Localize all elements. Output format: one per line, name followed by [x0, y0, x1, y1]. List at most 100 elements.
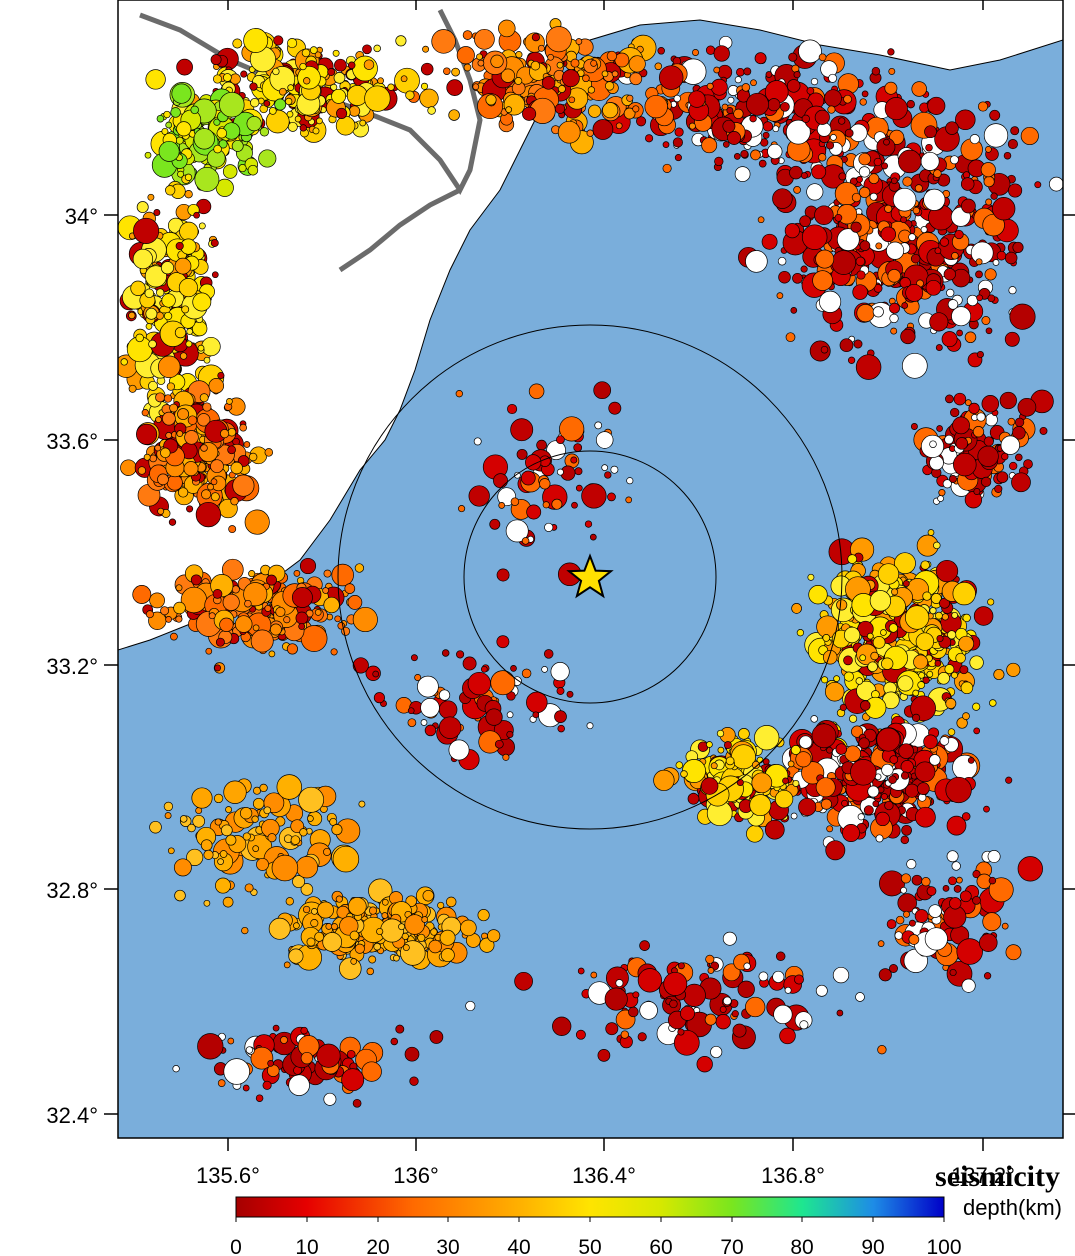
- earthquake-dot: [506, 711, 514, 719]
- earthquake-dot: [1001, 922, 1009, 930]
- earthquake-dot: [147, 193, 155, 201]
- earthquake-dot: [884, 97, 908, 121]
- earthquake-dot: [922, 591, 932, 601]
- earthquake-dot: [184, 173, 193, 181]
- earthquake-dot: [586, 129, 594, 137]
- earthquake-dot: [800, 172, 808, 180]
- earthquake-dot: [344, 583, 356, 594]
- earthquake-dot: [607, 492, 616, 502]
- earthquake-dot: [906, 100, 915, 109]
- earthquake-dot: [222, 896, 234, 908]
- earthquake-dot: [467, 671, 491, 696]
- earthquake-dot: [911, 81, 927, 97]
- earthquake-dot: [218, 139, 228, 149]
- earthquake-dot: [680, 1005, 695, 1021]
- earthquake-dot: [841, 799, 849, 807]
- colorbar-tick-label: 60: [649, 1236, 672, 1256]
- earthquake-dot: [420, 82, 429, 90]
- earthquake-dot: [1009, 303, 1036, 330]
- earthquake-dot: [850, 759, 877, 786]
- earthquake-dot: [200, 839, 213, 852]
- earthquake-dot: [268, 650, 276, 658]
- earthquake-dot: [892, 187, 917, 212]
- earthquake-dot: [873, 157, 882, 167]
- earthquake-dot: [264, 604, 272, 612]
- colorbar-tick-label: 20: [366, 1236, 389, 1256]
- earthquake-dot: [465, 1000, 476, 1012]
- earthquake-dot: [407, 707, 415, 715]
- earthquake-dot: [827, 105, 836, 114]
- earthquake-dot: [696, 1056, 713, 1073]
- earthquake-dot: [935, 559, 959, 583]
- earthquake-dot: [983, 436, 994, 447]
- earthquake-dot: [300, 625, 328, 652]
- earthquake-dot: [914, 761, 936, 783]
- earthquake-dot: [779, 1027, 796, 1045]
- earthquake-dot: [157, 355, 181, 379]
- earthquake-dot: [144, 288, 155, 299]
- earthquake-dot: [749, 115, 757, 123]
- earthquake-dot: [219, 91, 245, 118]
- earthquake-dot: [581, 483, 607, 509]
- earthquake-dot: [826, 825, 834, 833]
- earthquake-dot: [448, 109, 460, 121]
- earthquake-dot: [772, 970, 785, 983]
- earthquake-dot: [734, 166, 751, 182]
- earthquake-dot: [165, 432, 173, 439]
- earthquake-dot: [214, 664, 222, 672]
- earthquake-dot: [380, 918, 405, 943]
- earthquake-dot: [787, 760, 795, 768]
- earthquake-dot: [455, 390, 463, 398]
- earthquake-dot: [223, 780, 247, 804]
- earthquake-dot: [259, 104, 268, 114]
- earthquake-dot: [811, 723, 837, 749]
- earthquake-dot: [886, 241, 905, 260]
- earthquake-dot: [1004, 331, 1020, 347]
- earthquake-dot: [490, 54, 504, 68]
- earthquake-dot: [128, 384, 137, 393]
- earthquake-dot: [428, 939, 442, 954]
- earthquake-dot: [903, 910, 910, 918]
- earthquake-dot: [900, 771, 910, 780]
- earthquake-dot: [556, 61, 564, 69]
- earthquake-dot: [170, 107, 181, 118]
- earthquake-dot: [213, 118, 221, 126]
- earthquake-dot: [820, 345, 829, 354]
- earthquake-dot: [958, 635, 975, 652]
- earthquake-dot: [381, 898, 389, 906]
- earthquake-dot: [493, 473, 508, 489]
- earthquake-dot: [949, 475, 957, 483]
- earthquake-dot: [174, 889, 186, 902]
- earthquake-dot: [834, 213, 843, 222]
- colorbar-tick-label: 40: [507, 1236, 530, 1256]
- earthquake-dot: [331, 824, 343, 836]
- earthquake-dot: [836, 1009, 844, 1017]
- earthquake-dot: [298, 786, 325, 813]
- earthquake-dot: [734, 76, 742, 84]
- earthquake-dot: [531, 33, 540, 42]
- earthquake-dot: [880, 629, 887, 636]
- earthquake-dot: [363, 59, 375, 70]
- earthquake-dot: [250, 98, 260, 108]
- earthquake-dot: [970, 241, 994, 265]
- earthquake-dot: [887, 269, 901, 283]
- earthquake-dot: [541, 76, 556, 90]
- earthquake-dot: [210, 54, 222, 66]
- earthquake-dot: [824, 681, 845, 702]
- earthquake-dot: [898, 149, 922, 174]
- earthquake-dot: [273, 35, 284, 46]
- earthquake-dot: [530, 60, 541, 71]
- earthquake-dot: [625, 496, 633, 504]
- earthquake-dot: [814, 205, 834, 225]
- earthquake-dot: [217, 858, 224, 865]
- earthquake-dot: [914, 909, 929, 923]
- earthquake-dot: [806, 183, 824, 201]
- earthquake-dot: [143, 453, 151, 461]
- earthquake-dot: [149, 454, 158, 463]
- earthquake-dot: [606, 50, 618, 62]
- earthquake-dot: [575, 1029, 586, 1040]
- earthquake-dot: [855, 992, 865, 1002]
- earthquake-dot: [410, 654, 418, 662]
- earthquake-dot: [645, 134, 654, 143]
- earthquake-dot: [136, 423, 158, 445]
